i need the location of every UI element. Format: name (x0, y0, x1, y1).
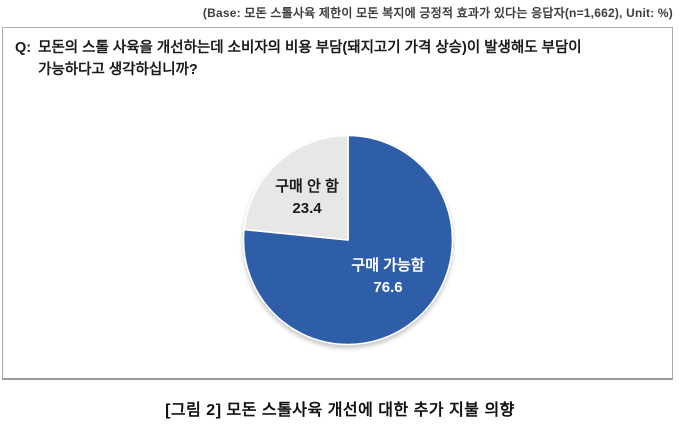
pie-label-no-purchase-value: 23.4 (292, 200, 322, 217)
pie-chart (242, 134, 454, 346)
question-line-2: 가능하다고 생각하십니까? (38, 62, 198, 78)
pie-slice-1 (243, 134, 349, 241)
pie-label-purchase-possible-value: 76.6 (373, 279, 403, 296)
question-text: 모돈의 스톨 사육을 개선하는데 소비자의 비용 부담(돼지고기 가격 상승)이… (38, 37, 662, 81)
base-note: (Base: 모돈 스톨사육 제한이 모돈 복지에 긍정적 효과가 있다는 응답… (202, 6, 673, 20)
pie-chart-svg (242, 134, 454, 346)
pie-label-no-purchase-text: 구매 안 함 (275, 178, 339, 195)
question-box: Q: 모돈의 스톨 사육을 개선하는데 소비자의 비용 부담(돼지고기 가격 상… (2, 27, 673, 380)
question-line-1: 모돈의 스톨 사육을 개선하는데 소비자의 비용 부담(돼지고기 가격 상승)이… (38, 40, 582, 56)
figure-caption: [그림 2] 모돈 스톨사육 개선에 대한 추가 지불 의향 (165, 402, 515, 419)
pie-label-purchase-possible: 구매 가능함 76.6 (351, 255, 424, 299)
pie-label-no-purchase: 구매 안 함 23.4 (275, 176, 339, 220)
survey-question: Q: 모돈의 스톨 사육을 개선하는데 소비자의 비용 부담(돼지고기 가격 상… (15, 37, 662, 81)
pie-label-purchase-possible-text: 구매 가능함 (351, 257, 425, 274)
question-prefix: Q: (15, 40, 32, 56)
pie-slice-0 (242, 134, 454, 346)
